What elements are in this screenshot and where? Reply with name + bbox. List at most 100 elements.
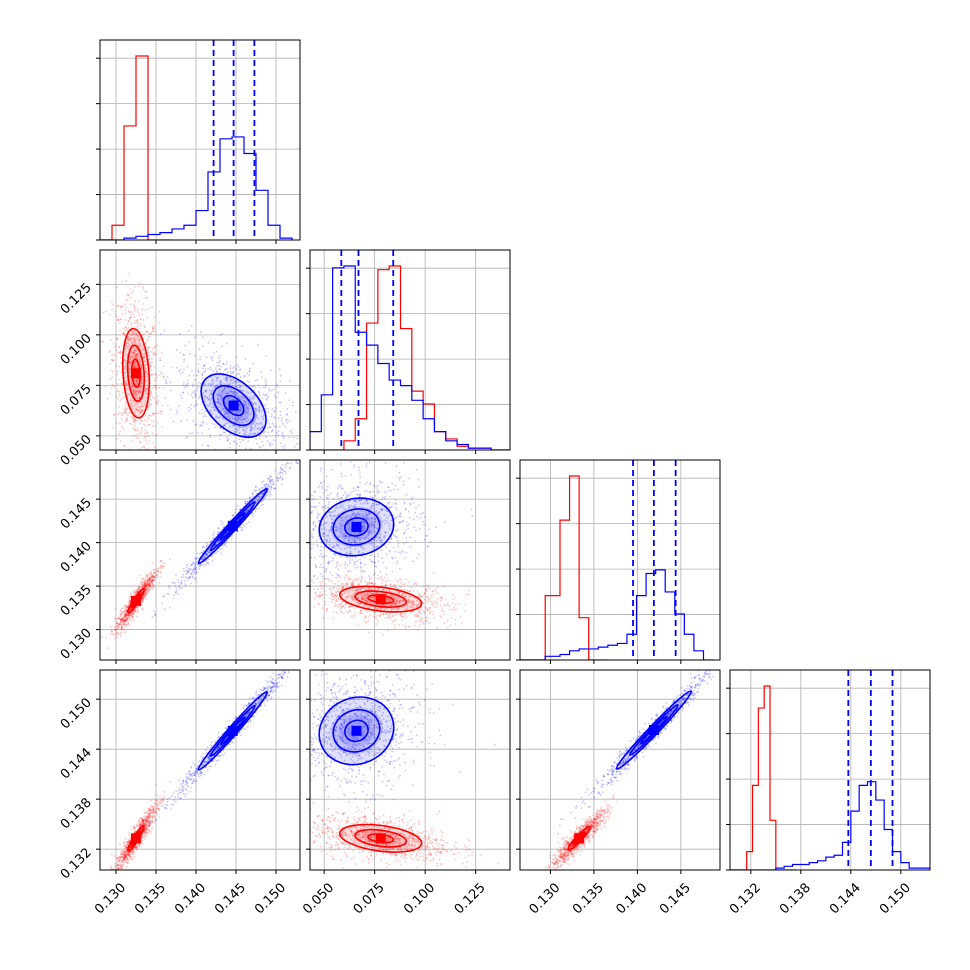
scatter-point [305, 568, 307, 570]
scatter-point [141, 585, 144, 588]
scatter-point [112, 359, 114, 362]
scatter-point [232, 382, 234, 385]
scatter-point [149, 579, 152, 582]
scatter-point [124, 610, 127, 613]
scatter-point [137, 605, 140, 608]
scatter-point [237, 417, 240, 420]
scatter-point [123, 623, 126, 626]
scatter-point [234, 508, 237, 511]
histogram-B [310, 265, 510, 450]
scatter-point [330, 597, 332, 600]
scatter-point [139, 364, 142, 367]
scatter-point [145, 585, 147, 588]
scatter-point [217, 550, 220, 553]
scatter-point [150, 575, 153, 578]
scatter-point [255, 492, 258, 495]
scatter-point [133, 427, 136, 430]
scatter-point [269, 474, 272, 477]
scatter-point [133, 411, 136, 414]
scatter-point [365, 620, 368, 623]
scatter-point [153, 353, 156, 355]
scatter-point [186, 570, 189, 573]
scatter-point [218, 548, 221, 550]
scatter-point [133, 590, 136, 593]
scatter-point [424, 598, 426, 601]
scatter-point [129, 607, 132, 610]
scatter-point [312, 575, 315, 578]
scatter-point [425, 595, 428, 598]
scatter-point [128, 614, 131, 616]
scatter-point [230, 535, 233, 538]
scatter-point [263, 497, 266, 499]
scatter-point [159, 357, 161, 360]
scatter-point [243, 406, 246, 409]
scatter-point [226, 377, 228, 380]
scatter-point [220, 395, 223, 398]
scatter-point [285, 413, 288, 416]
scatter-point [146, 408, 149, 411]
scatter-point [242, 399, 245, 402]
scatter-point [334, 602, 337, 605]
scatter-point [145, 590, 148, 593]
scatter-point [263, 485, 266, 488]
scatter-point [148, 580, 151, 583]
scatter-point [157, 571, 160, 574]
scatter-point [311, 494, 313, 497]
scatter-point [139, 343, 141, 346]
scatter-point [138, 281, 141, 284]
scatter-point [368, 582, 371, 584]
scatter-point [389, 501, 392, 503]
scatter-point [167, 404, 169, 407]
scatter-point [370, 588, 373, 591]
scatter-point [258, 409, 261, 411]
scatter-point [404, 528, 407, 531]
scatter-point [440, 596, 442, 599]
scatter-point [201, 372, 203, 375]
scatter-point [152, 579, 155, 581]
scatter-point [143, 348, 145, 351]
scatter-point [349, 570, 352, 573]
y-tick-label: 0.145 [58, 495, 95, 532]
scatter-point [370, 592, 373, 595]
scatter-point [195, 404, 198, 407]
scatter-point [180, 581, 183, 584]
scatter-point [328, 579, 331, 582]
scatter-point [143, 324, 146, 327]
scatter-point [391, 570, 394, 573]
scatter-point [409, 536, 412, 539]
scatter-point [209, 436, 212, 439]
scatter-point [307, 519, 309, 521]
scatter-point [168, 606, 171, 609]
scatter-point [127, 602, 130, 605]
scatter-point [140, 431, 142, 434]
scatter-point [139, 400, 142, 403]
scatter-point [201, 377, 204, 380]
scatter-point [254, 423, 257, 426]
scatter-point [130, 592, 133, 595]
scatter-point [122, 622, 125, 625]
scatter-point [144, 439, 147, 441]
scatter-point [160, 404, 163, 407]
scatter-point [229, 364, 232, 367]
scatter-point [200, 412, 203, 415]
scatter-point [152, 580, 154, 583]
scatter-point [126, 341, 129, 343]
scatter-point [135, 610, 138, 613]
scatter-point [305, 530, 307, 532]
scatter-point [208, 409, 211, 412]
scatter-point [417, 603, 420, 606]
scatter-point [147, 351, 150, 354]
panel-1-1 [306, 249, 511, 454]
scatter-point [193, 571, 196, 574]
scatter-point [110, 378, 113, 381]
scatter-point [232, 392, 234, 395]
scatter-point [242, 451, 244, 453]
scatter-point [244, 447, 247, 450]
scatter-point [412, 603, 415, 606]
scatter-point [156, 399, 159, 402]
scatter-point [137, 389, 140, 392]
scatter-point [411, 603, 413, 605]
scatter-point [245, 522, 248, 525]
scatter-point [340, 587, 343, 590]
scatter-point [138, 345, 140, 348]
